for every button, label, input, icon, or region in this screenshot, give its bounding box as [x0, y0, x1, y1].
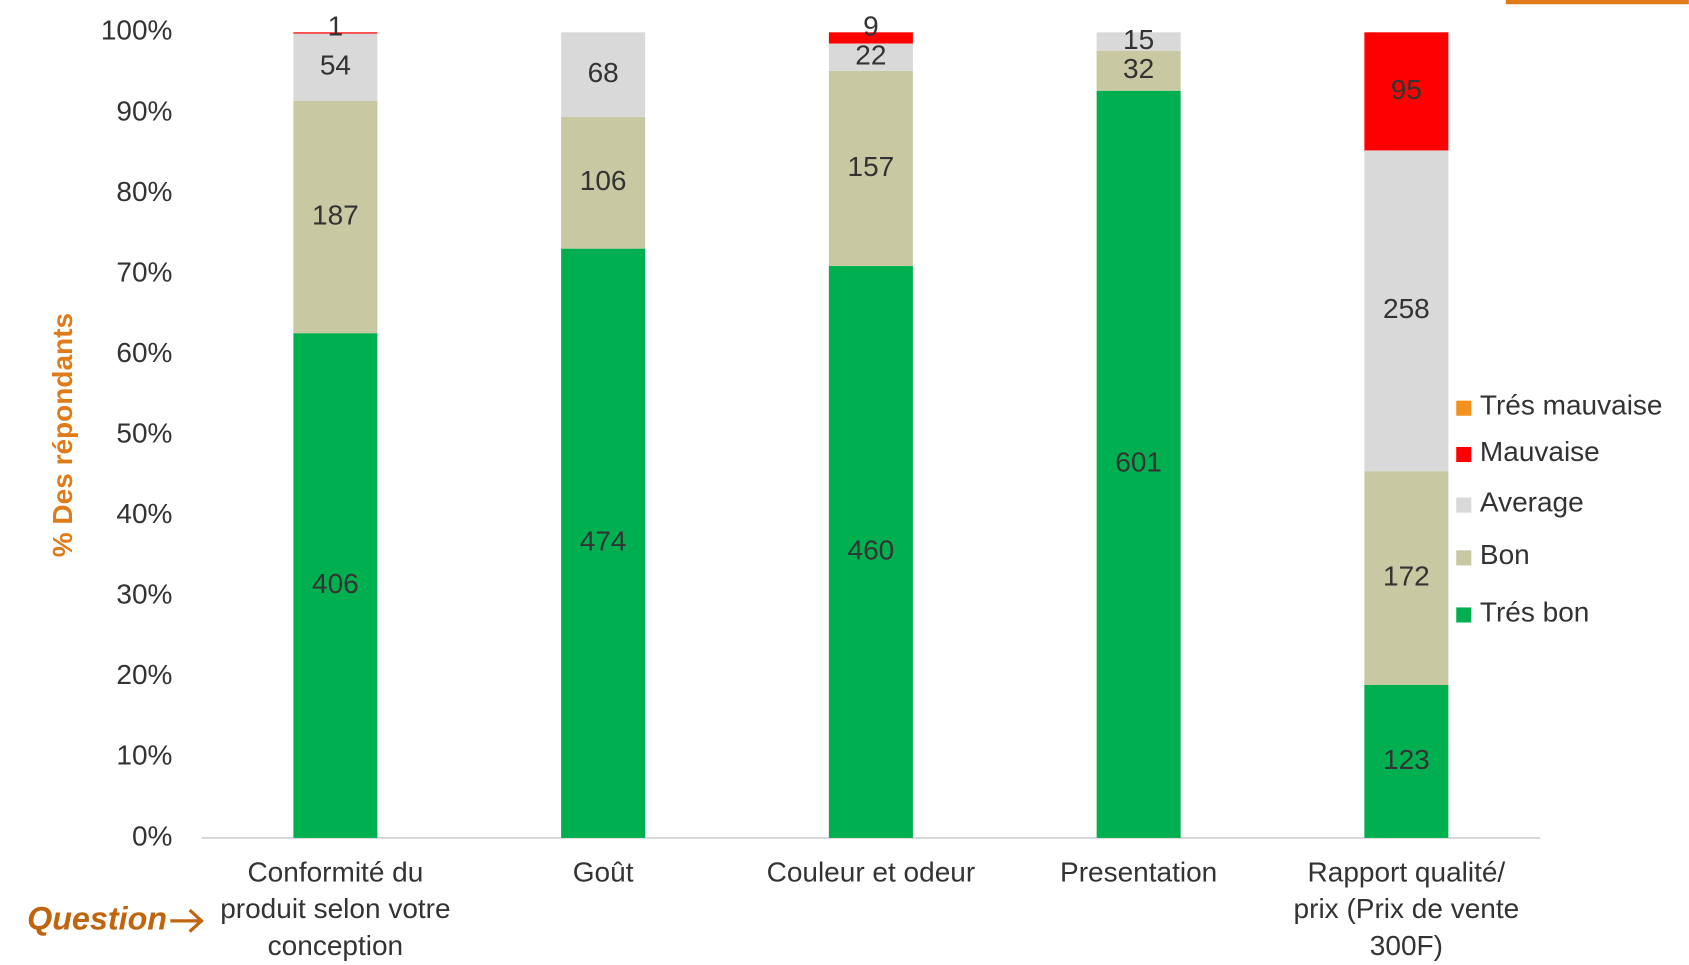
bar-segment: [293, 100, 378, 334]
legend-swatch: [1456, 446, 1472, 463]
data-label: 106: [580, 165, 627, 196]
x-tick-label: Rapport qualité/prix (Prix de vente 300F): [1294, 857, 1520, 961]
y-tick-label: 100%: [101, 15, 173, 46]
bar-segment: [1364, 150, 1449, 472]
data-label: 15: [1123, 24, 1154, 55]
y-tick-label: 0%: [132, 820, 172, 851]
legend-label: Bon: [1480, 539, 1530, 570]
data-label: 123: [1383, 744, 1430, 775]
data-label: 32: [1123, 53, 1154, 84]
legend-label: Average: [1480, 486, 1584, 517]
bar-segment: [1096, 50, 1181, 91]
data-label: 68: [588, 57, 619, 88]
bar-segment: [561, 32, 646, 117]
annotation: Question: [27, 900, 167, 936]
x-tick-label: Couleur et odeur: [767, 857, 976, 888]
data-label: 1: [328, 10, 344, 41]
y-tick-label: 70%: [116, 256, 172, 287]
bar-segment: [1364, 32, 1449, 151]
data-label: 172: [1383, 560, 1430, 591]
data-label: 54: [320, 50, 351, 81]
bar-segment: [828, 32, 913, 44]
legend-swatch: [1456, 497, 1472, 513]
data-label: 474: [580, 526, 627, 557]
y-tick-label: 60%: [116, 337, 172, 368]
data-label: 22: [855, 40, 886, 71]
y-tick-label: 10%: [116, 740, 172, 771]
data-label: 601: [1115, 447, 1162, 478]
bar-segment: [828, 70, 913, 267]
legend-swatch: [1456, 550, 1472, 566]
bar-segment: [1096, 90, 1181, 838]
data-label: 9: [863, 10, 879, 41]
legend-label: Trés bon: [1480, 596, 1589, 627]
x-tick-label: Presentation: [1060, 857, 1217, 888]
bar-segment: [1096, 32, 1181, 51]
x-tick-label: Conformité du produit selon votre concepti…: [220, 857, 450, 961]
data-label: 187: [312, 199, 359, 230]
bar-segment: [293, 32, 378, 34]
bar-segment: [561, 116, 646, 249]
annotation-arrow: [170, 908, 204, 933]
x-tick-label: Goût: [573, 857, 634, 888]
bar-segment: [1364, 471, 1449, 685]
y-tick-label: 40%: [116, 498, 172, 529]
y-tick-label: 30%: [116, 579, 172, 610]
legend-swatch: [1456, 607, 1472, 623]
y-tick-label: 20%: [116, 659, 172, 690]
bar-segment: [828, 266, 913, 838]
legend-swatch: [1456, 400, 1472, 416]
bar-segment: [293, 33, 378, 101]
y-tick-label: 90%: [116, 95, 172, 126]
data-label: 258: [1383, 293, 1430, 324]
bar-segment: [1364, 684, 1449, 838]
legend-label: Mauvaise: [1480, 436, 1600, 467]
y-tick-label: 50%: [116, 418, 172, 449]
y-tick-label: 80%: [116, 176, 172, 207]
data-label: 95: [1391, 74, 1422, 105]
data-label: 406: [312, 568, 359, 599]
bar-segment: [828, 43, 913, 71]
y-axis-label: % Des répondants: [47, 313, 78, 557]
data-label: 460: [848, 534, 895, 565]
data-label: 157: [848, 151, 895, 182]
legend-label: Trés mauvaise: [1480, 389, 1663, 420]
bar-segment: [561, 248, 646, 838]
bar-segment: [293, 333, 378, 838]
